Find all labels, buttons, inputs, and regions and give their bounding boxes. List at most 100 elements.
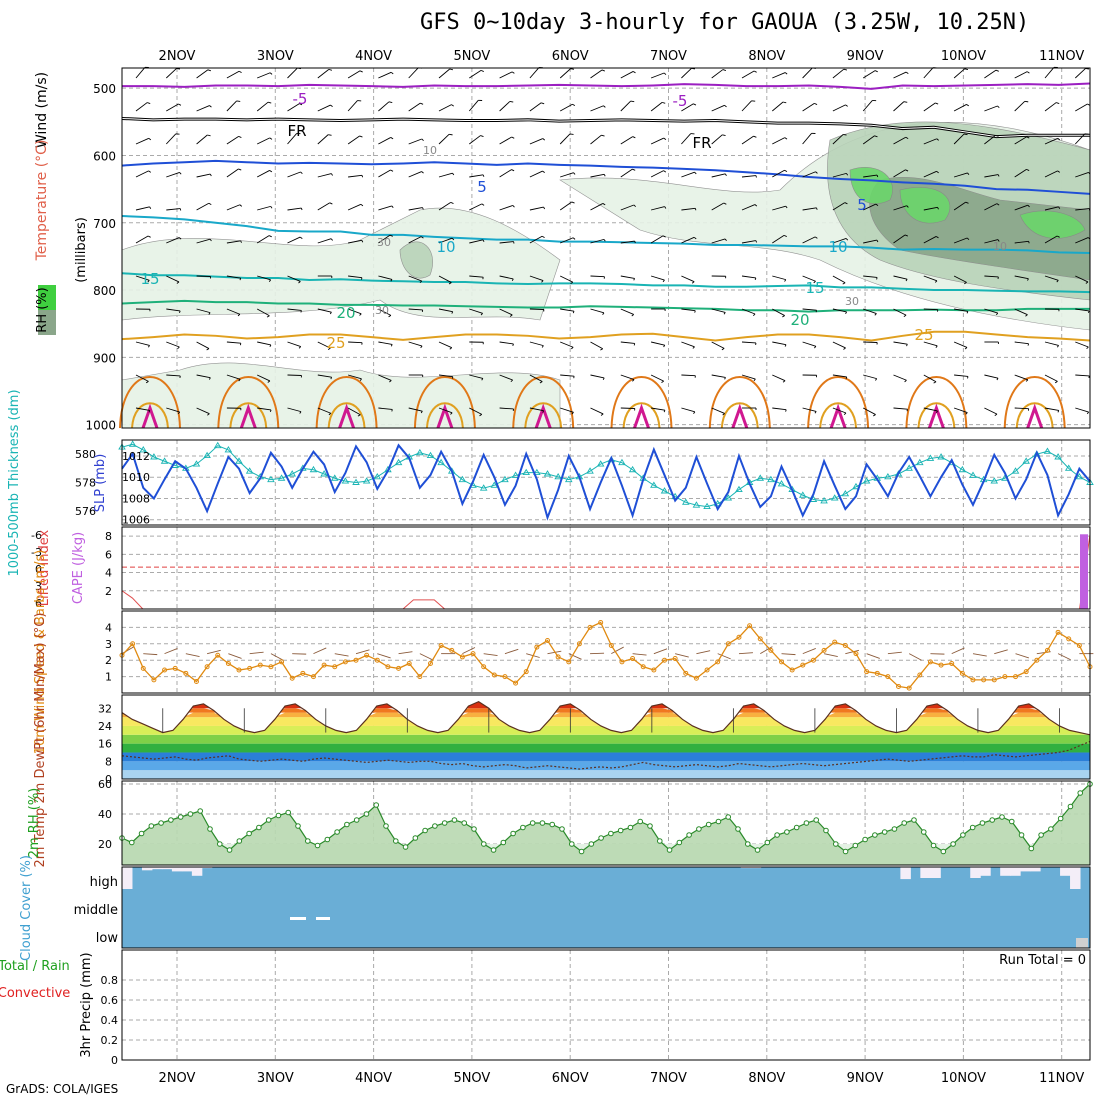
upper-wind-barb-flag [784,344,787,347]
upper-wind-barb [226,135,239,145]
upper-wind-barb [802,207,817,211]
upper-wind-barb-flag [663,410,666,413]
bottom-tick-label: 4NOV [355,1071,392,1086]
upper-wind-barb [135,170,149,178]
upper-wind-barb-flag [420,102,424,105]
thickness-point [564,475,573,483]
bottom-tick-label: 6NOV [552,1071,589,1086]
wind-speed-point [396,665,402,671]
upper-wind-barb [711,69,724,79]
upper-wind-barb-flag [267,101,272,104]
upper-wind-barb-flag [663,344,666,348]
upper-wind-barb-flag [449,347,453,350]
upper-wind-barb-flag [420,345,423,349]
top-tick-label: 8NOV [748,49,785,64]
upper-wind-barb-flag [1024,100,1029,103]
rh-point [520,824,526,831]
upper-wind-barb [984,174,999,178]
upper-wind-barb [650,235,664,244]
upper-wind-barb [681,236,695,244]
upper-wind-barb [499,308,513,316]
upper-wind-barb-flag [239,204,243,207]
upper-wind-barb-flag [570,281,574,285]
upper-wind-barb-flag [813,280,816,284]
legend-rh: RH (%) [35,287,50,332]
upper-wind-barb [832,68,845,79]
upper-wind-barb-flag [814,346,817,349]
upper-wind-barb [499,101,511,112]
upper-wind-barb-flag [1056,345,1059,348]
rh-point [422,827,428,834]
lifted-index-label: Lifted Index [37,529,52,606]
upper-wind-barb [772,137,785,145]
wind-speed-point [832,639,838,645]
hot-contour [1003,376,1066,429]
wind-speed-point [736,634,742,640]
hot-contour-core [338,403,356,429]
surface-wind-barb [653,648,668,655]
upper-wind-barb [166,308,181,312]
upper-wind-barb-flag [1088,310,1090,314]
wind-speed-point [459,654,465,660]
upper-wind-barb [681,207,696,211]
wind-speed-point [534,644,540,650]
rh-point [891,826,898,832]
upper-wind-barb [832,104,846,112]
pressure-axis-label: (millibars) [74,217,89,283]
upper-wind-barb [650,206,665,211]
thickness-point [926,454,935,461]
upper-wind-barb [135,407,150,411]
rh-point [940,848,947,855]
hot-contour [524,402,563,429]
thickness-point [884,472,892,480]
upper-wind-barb [499,205,513,211]
wind-speed-point [257,662,263,668]
upper-wind-barb-flag [269,72,273,75]
cloud-gap [316,917,330,920]
upper-wind-barb [711,238,726,244]
wind-speed-point [906,685,912,691]
hot-contour [413,376,476,429]
rh-point [735,826,741,832]
wind-speed-point [470,651,476,657]
upper-wind-barb-flag [359,135,363,138]
upper-wind-barb [256,235,270,244]
temp-tick-label: 8 [105,755,112,768]
upper-wind-barb-flag [448,133,453,136]
wind-speed-point [491,672,497,678]
wind-speed-point [683,670,689,676]
wind-tick-label: 2 [105,654,112,667]
rh-point [637,818,644,825]
upper-wind-barb [802,67,813,79]
upper-wind-barb [923,407,938,412]
wind-speed-point [630,656,636,662]
rh-point [647,823,653,829]
cloud-gap [161,867,173,870]
upper-wind-barb-flag [331,173,333,176]
upper-wind-barb [226,70,240,79]
upper-wind-barb [317,134,329,145]
upper-wind-barb-flag [753,135,757,138]
upper-wind-barb [984,69,997,79]
surface-wind-barb [206,649,221,655]
cloud-gap [740,867,752,869]
upper-wind-barb-flag [722,69,727,71]
upper-wind-barb [832,374,847,378]
thickness-point [245,467,254,474]
upper-wind-barb-flag [391,205,394,208]
upper-wind-barb-flag [390,344,393,347]
thickness-axis-label: 1000-500mb Thickness (dm) [7,389,22,576]
upper-wind-barb [196,407,210,415]
thickness-point [660,487,669,494]
surface-wind-barb [738,652,753,655]
temp-band [122,770,1090,779]
rh-point [265,817,272,823]
rh-point [676,839,683,846]
rh-point [529,820,536,826]
thickness-point [692,501,701,508]
wind-speed-point [1076,642,1082,648]
wind-speed-point [981,677,987,683]
upper-wind-barb [348,341,363,344]
upper-wind-barb [772,407,787,411]
cape-tick-label: 2 [105,585,112,598]
